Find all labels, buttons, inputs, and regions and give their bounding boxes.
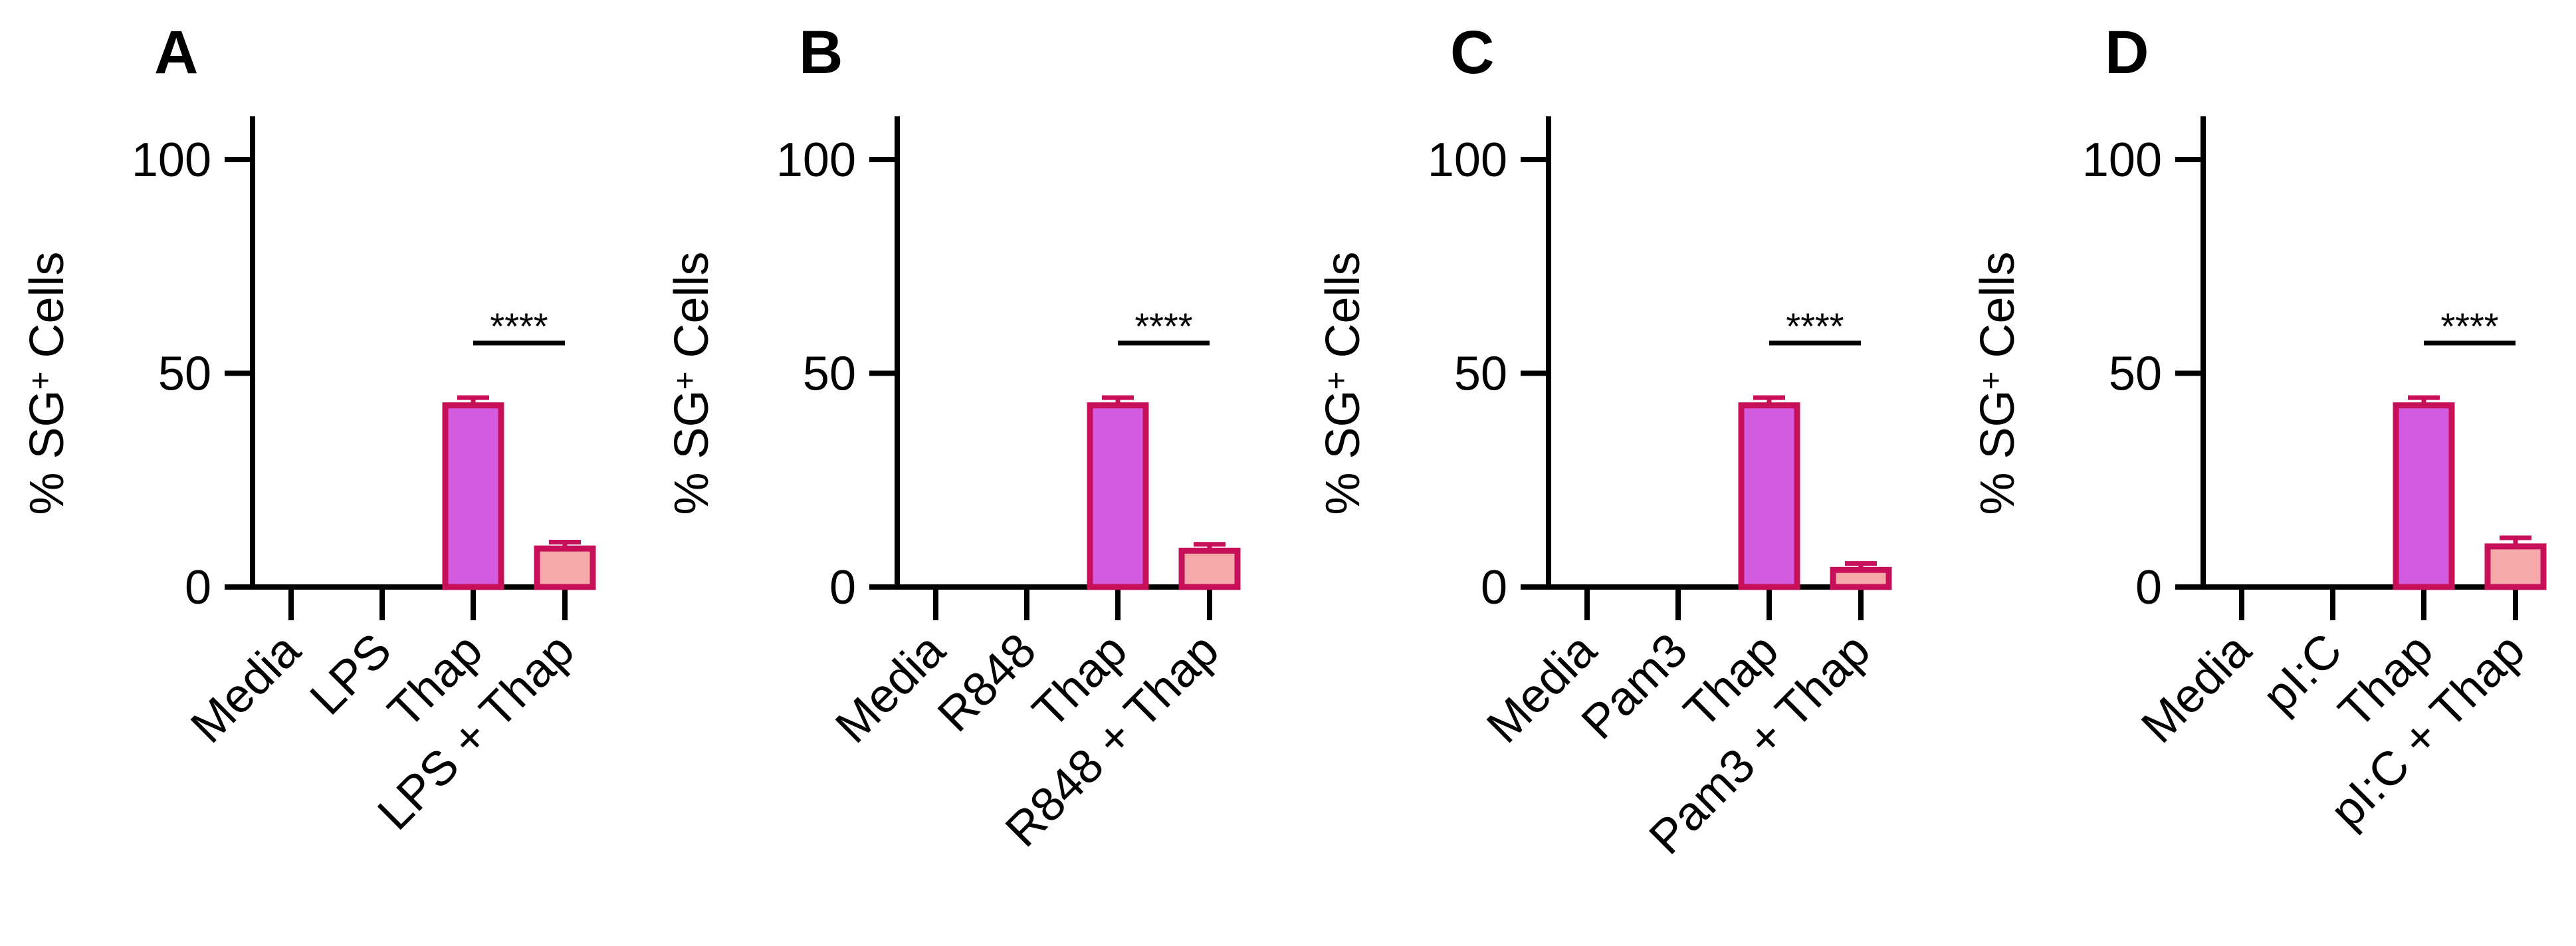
bar-r848-thap bbox=[1178, 547, 1241, 590]
y-axis-label-tail: Cells bbox=[21, 251, 74, 371]
significance-stars: **** bbox=[490, 305, 548, 347]
panel-letter: B bbox=[799, 19, 843, 86]
y-axis-label-superscript: + bbox=[1974, 371, 2009, 390]
y-tick-label: 100 bbox=[1428, 134, 1507, 187]
x-tick-label: Pam3 bbox=[1572, 624, 1698, 750]
y-axis-label-main: % SG bbox=[1971, 390, 2024, 515]
y-tick-label: 50 bbox=[2109, 348, 2162, 401]
significance-stars: **** bbox=[1786, 305, 1844, 347]
x-tick-label: Media bbox=[181, 623, 311, 753]
y-tick-label: 100 bbox=[776, 134, 856, 187]
y-tick-label: 100 bbox=[2082, 134, 2162, 187]
significance-stars: **** bbox=[1134, 305, 1192, 347]
bar-pi-c-thap bbox=[2484, 543, 2547, 590]
y-axis-label-superscript: + bbox=[668, 371, 703, 390]
panel-letter: D bbox=[2105, 19, 2149, 86]
y-tick-label: 0 bbox=[829, 561, 856, 614]
bar-thap bbox=[2393, 402, 2455, 590]
x-tick-label: R848 bbox=[928, 624, 1046, 742]
y-tick-label: 50 bbox=[1454, 348, 1507, 401]
y-tick-label: 0 bbox=[185, 561, 211, 614]
y-tick-label: 100 bbox=[132, 134, 211, 187]
y-axis-label: % SG+ Cells bbox=[1971, 251, 2024, 515]
bar-pam3-thap bbox=[1830, 566, 1892, 590]
y-axis-label: % SG+ Cells bbox=[21, 251, 74, 515]
y-axis-label-tail: Cells bbox=[1317, 251, 1370, 371]
panel-letter: C bbox=[1450, 19, 1494, 86]
y-axis-label-superscript: + bbox=[1319, 371, 1354, 390]
bar-thap bbox=[442, 402, 504, 590]
y-axis-label-tail: Cells bbox=[1971, 251, 2024, 371]
bar-thap bbox=[1738, 402, 1800, 590]
y-axis-label-superscript: + bbox=[23, 371, 58, 390]
x-tick-label: Media bbox=[825, 623, 956, 753]
y-axis-label-main: % SG bbox=[665, 390, 718, 515]
y-axis-label: % SG+ Cells bbox=[665, 251, 718, 515]
y-tick-label: 0 bbox=[1481, 561, 1507, 614]
significance-stars: **** bbox=[2440, 305, 2498, 347]
bar-lps-thap bbox=[534, 545, 596, 590]
x-tick-label: Media bbox=[1477, 623, 1607, 753]
y-tick-label: 50 bbox=[158, 348, 211, 401]
panel-letter: A bbox=[154, 19, 198, 86]
x-tick-label: Media bbox=[2131, 623, 2262, 753]
y-axis-label-tail: Cells bbox=[665, 251, 718, 371]
bar-thap bbox=[1087, 402, 1149, 590]
y-axis-label: % SG+ Cells bbox=[1317, 251, 1370, 515]
y-axis-label-main: % SG bbox=[21, 390, 74, 515]
y-axis-label-main: % SG bbox=[1317, 390, 1370, 515]
y-tick-label: 50 bbox=[803, 348, 856, 401]
y-tick-label: 0 bbox=[2135, 561, 2162, 614]
